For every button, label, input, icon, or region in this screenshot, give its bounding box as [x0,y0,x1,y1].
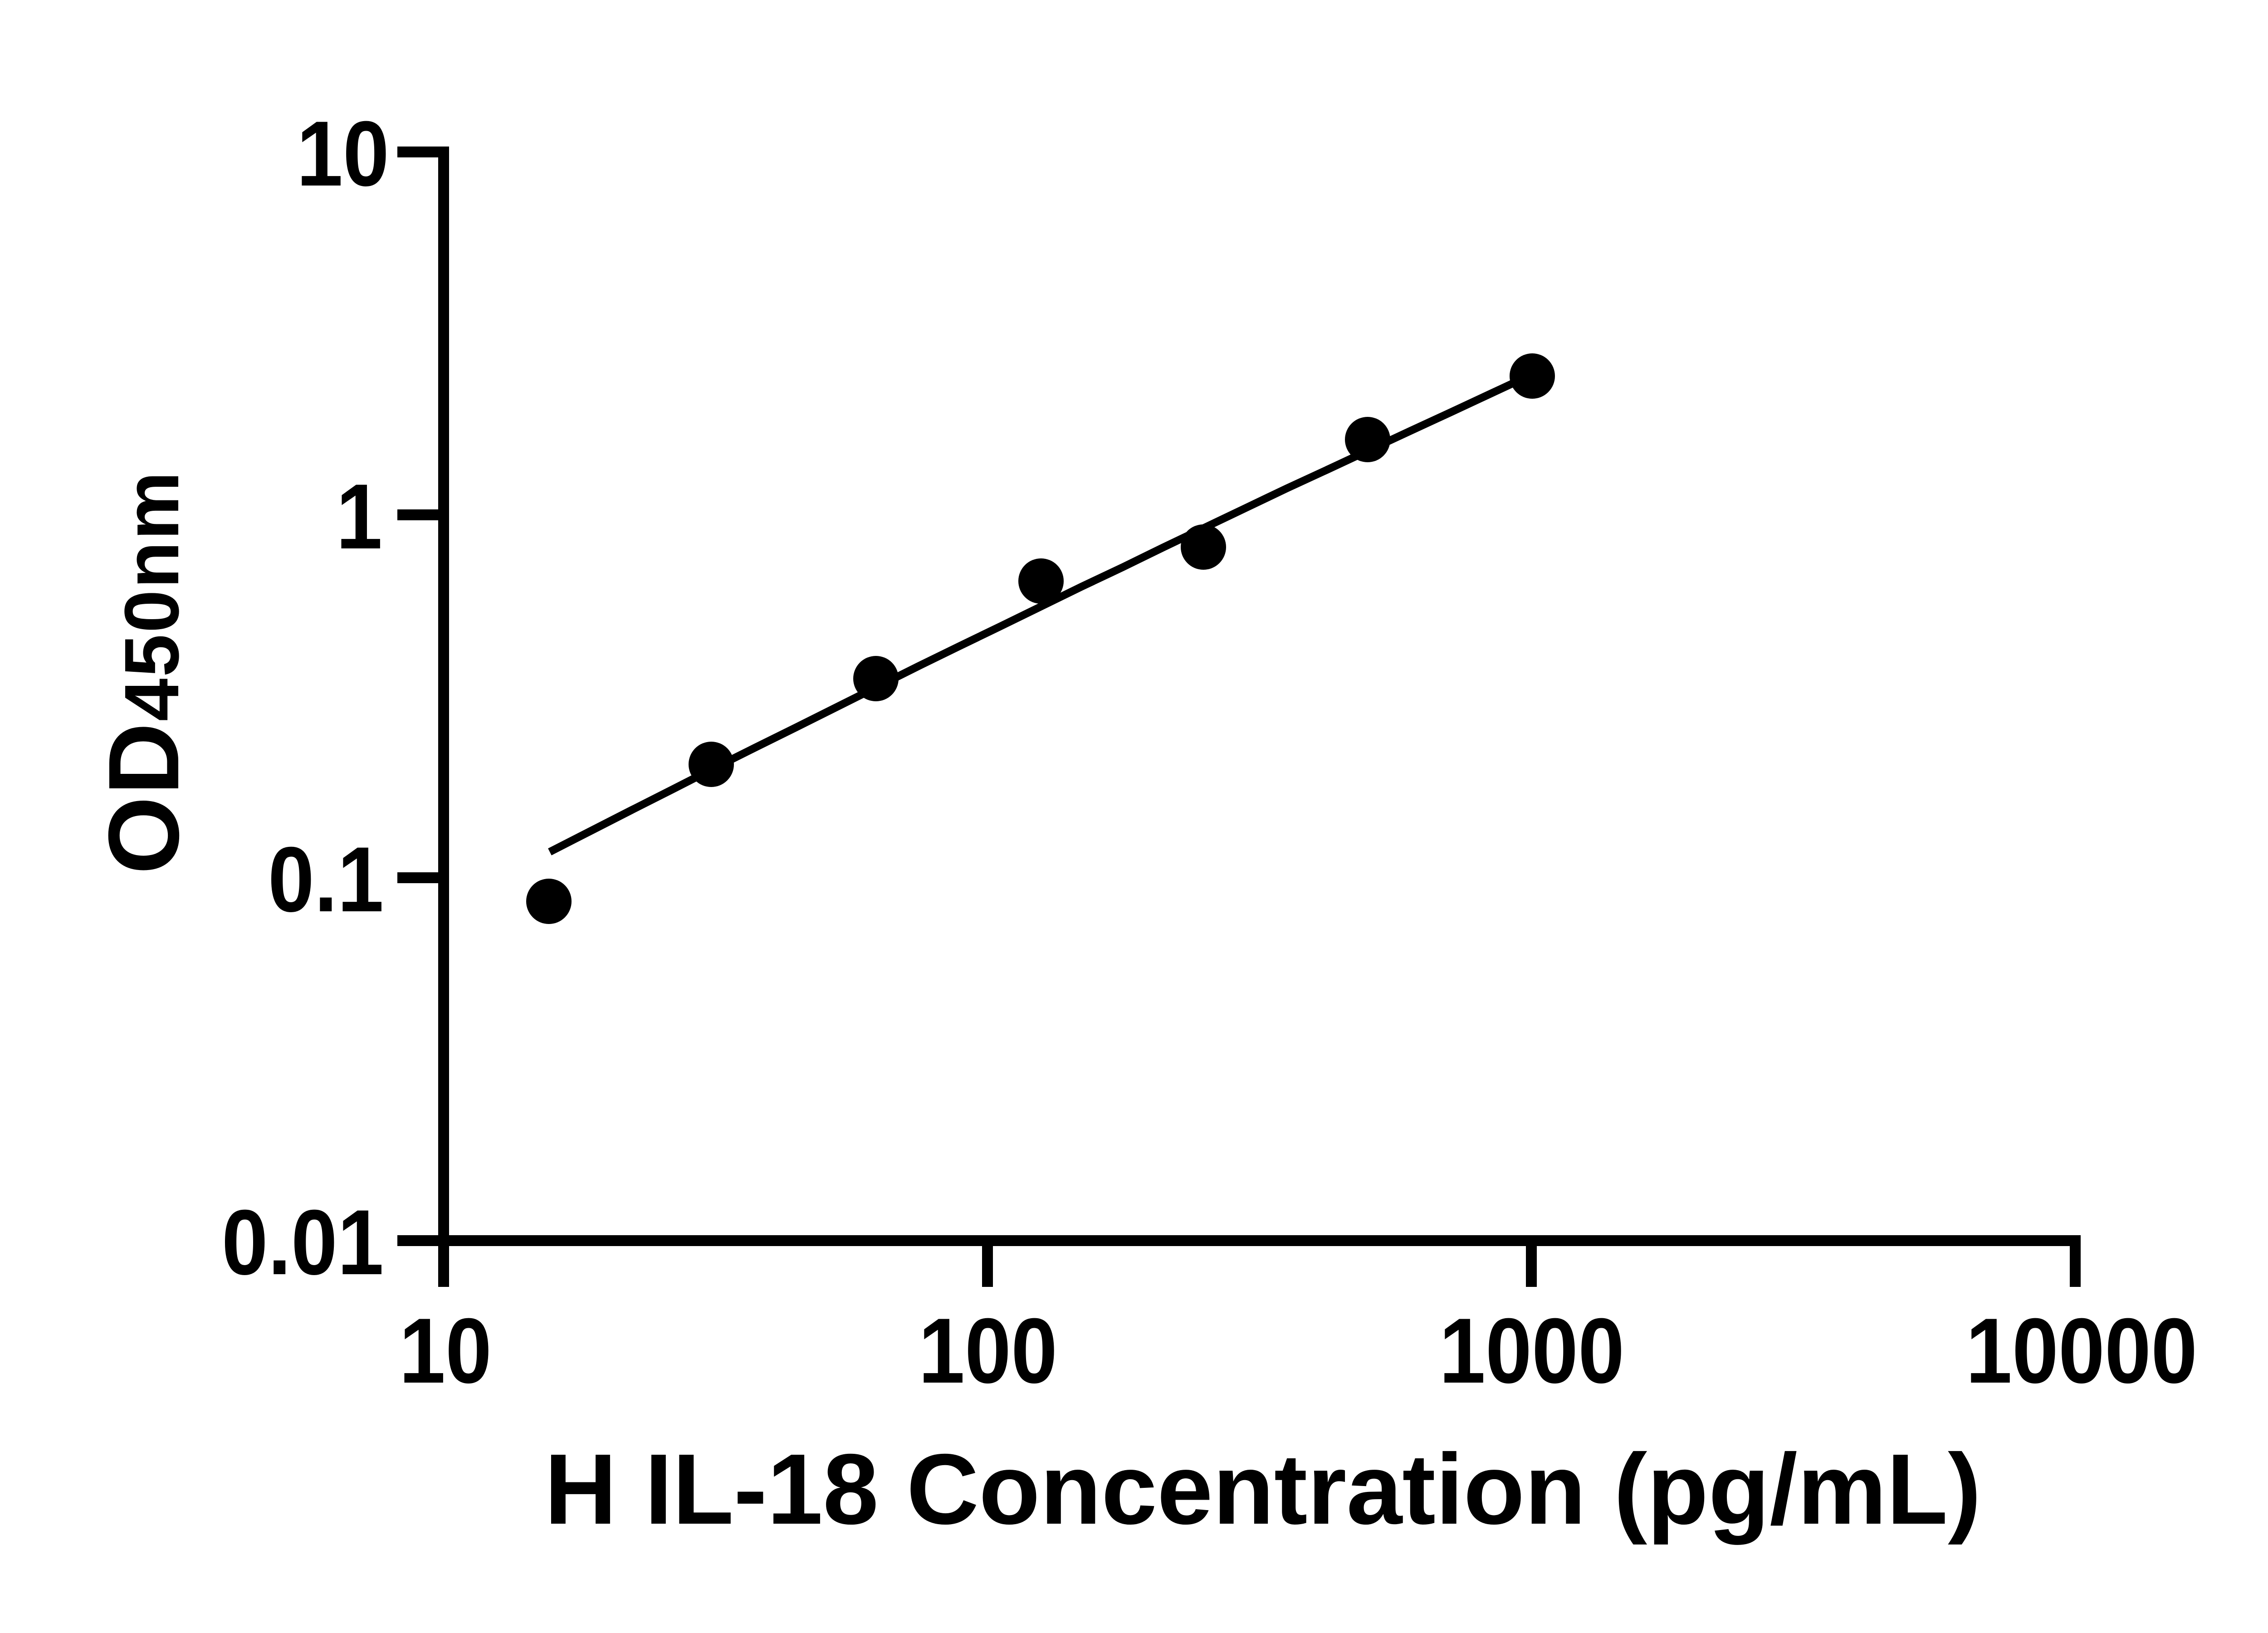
svg-text:10: 10 [297,102,389,205]
svg-text:1000: 1000 [1439,1299,1624,1403]
svg-text:OD450nm: OD450nm [88,470,200,874]
svg-text:0.1: 0.1 [268,828,384,931]
svg-text:10: 10 [399,1299,492,1403]
svg-text:H IL-18 Concentration (pg/mL): H IL-18 Concentration (pg/mL) [544,1433,1981,1545]
svg-text:10000: 10000 [1966,1299,2198,1403]
svg-text:100: 100 [919,1299,1057,1403]
svg-text:0.01: 0.01 [222,1191,384,1294]
svg-text:1: 1 [336,465,382,568]
